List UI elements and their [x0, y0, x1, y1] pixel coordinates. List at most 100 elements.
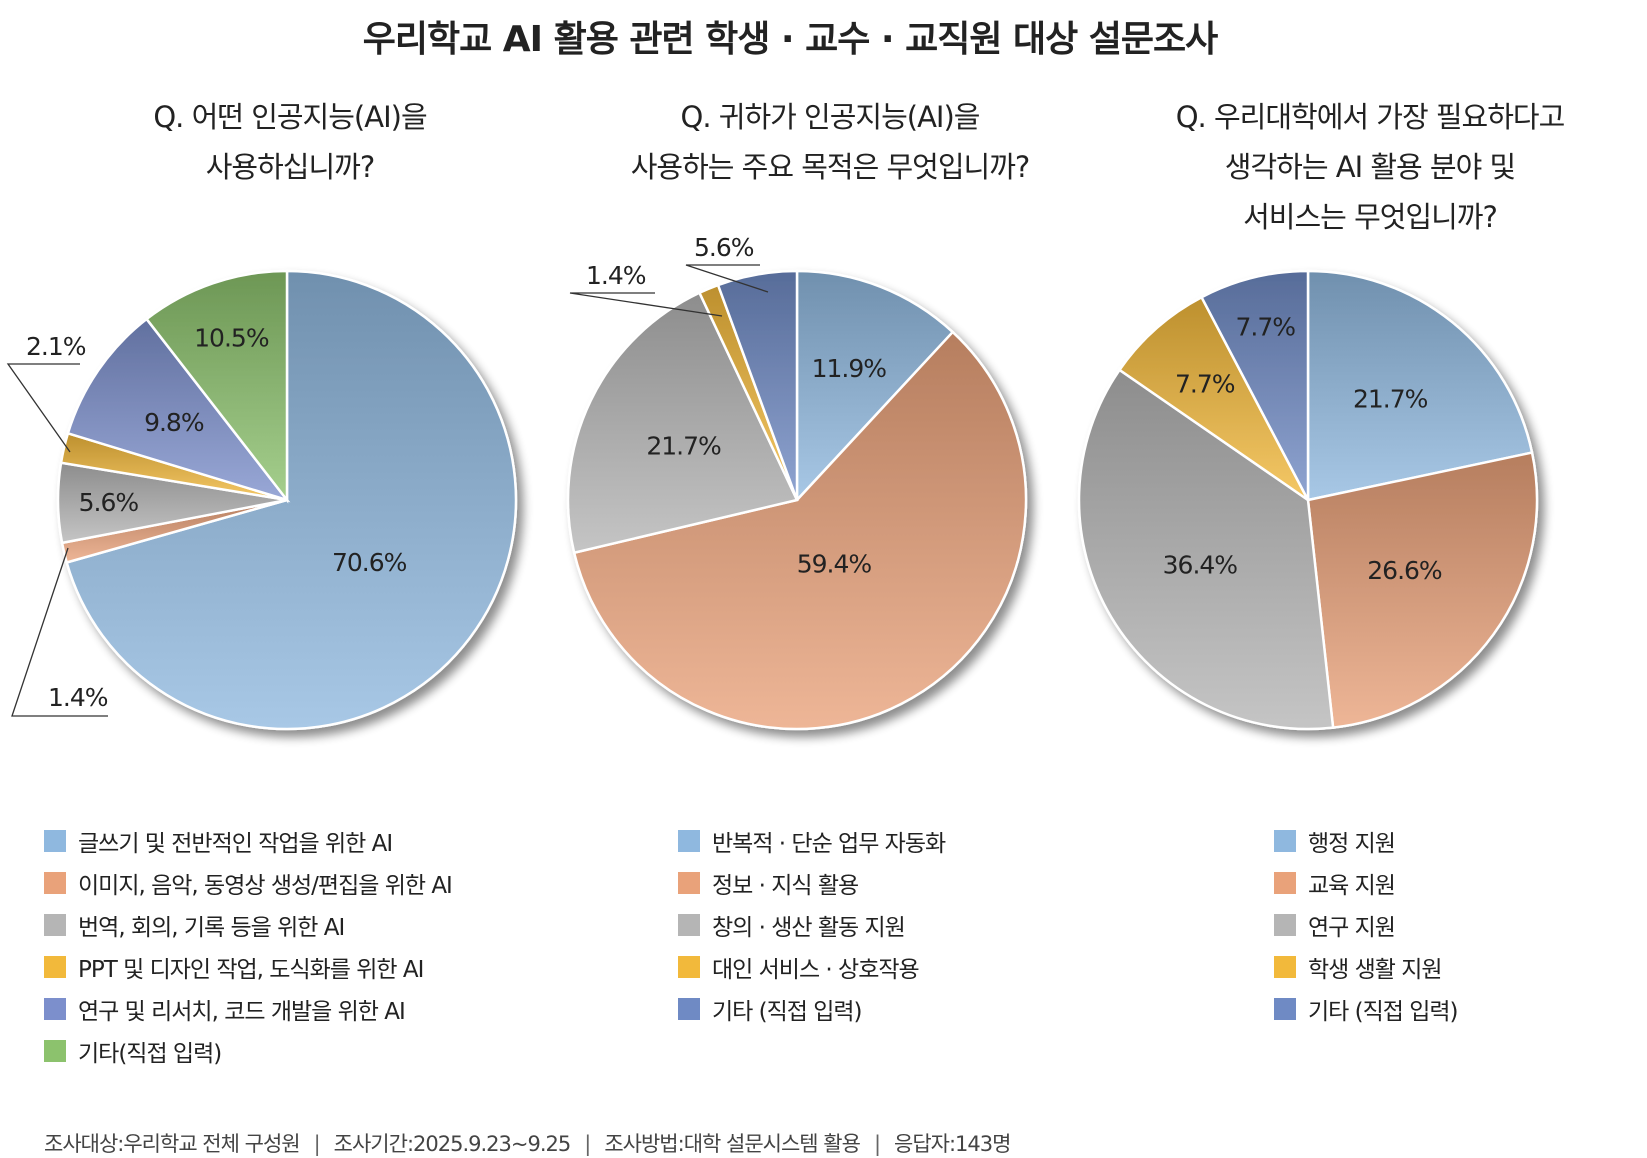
- chart3-question-line: 생각하는 AI 활용 분야 및: [1224, 150, 1516, 184]
- legend-label: 번역, 회의, 기록 등을 위한 AI: [78, 915, 345, 941]
- slice-label: 59.4%: [797, 549, 872, 578]
- slice-label: 9.8%: [144, 408, 204, 437]
- legend-label: 창의 · 생산 활동 지원: [712, 915, 906, 941]
- legend-swatch: [44, 872, 66, 894]
- pie-slice: [1306, 451, 1539, 730]
- legend-item: 번역, 회의, 기록 등을 위한 AI: [44, 904, 452, 946]
- legend-label: 글쓰기 및 전반적인 작업을 위한 AI: [78, 831, 393, 857]
- chart1-legend: 글쓰기 및 전반적인 작업을 위한 AI 이미지, 음악, 동영상 생성/편집을 …: [44, 820, 453, 1072]
- legend-swatch: [678, 914, 700, 936]
- slice-label: 21.7%: [1353, 385, 1428, 414]
- legend-item: 연구 지원: [1274, 904, 1458, 946]
- legend-item: 기타(직접 입력): [44, 1030, 452, 1072]
- legend-item: 기타 (직접 입력): [1274, 988, 1459, 1030]
- slice-label: 21.7%: [646, 431, 721, 460]
- pie-slice: [144, 269, 289, 504]
- legend-item: 행정 지원: [1274, 820, 1458, 862]
- legend-swatch: [44, 998, 66, 1020]
- chart1-question-line: 사용하십니까?: [205, 150, 375, 184]
- chart2-question-line: 사용하는 주요 목적은 무엇입니까?: [630, 150, 1031, 184]
- footer-separator: |: [873, 1132, 881, 1156]
- chart1-question: Q. 어떤 인공지능(AI)을 사용하십니까?: [40, 92, 540, 192]
- pie-charts: 70.6% 1.4% 5.6% 2.1% 9.8% 10.5% 11.9% 59.4% 21.7…: [6, 233, 1539, 731]
- chart2-question: Q. 귀하가 인공지능(AI)을 사용하는 주요 목적은 무엇입니까?: [570, 92, 1090, 192]
- legend-swatch: [678, 830, 700, 852]
- legend-label: 기타 (직접 입력): [712, 999, 863, 1025]
- legend-swatch: [678, 998, 700, 1020]
- legend-label: 대인 서비스 · 상호작용: [712, 957, 920, 983]
- legend-item: 학생 생활 지원: [1274, 946, 1458, 988]
- footer-separator: |: [313, 1132, 321, 1156]
- pie-slice: [1077, 368, 1335, 731]
- legend-item: 창의 · 생산 활동 지원: [678, 904, 945, 946]
- legend-swatch: [1274, 872, 1296, 894]
- legend-item: PPT 및 디자인 작업, 도식화를 위한 AI: [44, 946, 452, 988]
- pie-3: [1077, 269, 1539, 731]
- slice-label: 1.4%: [48, 683, 108, 712]
- slice-label: 5.6%: [79, 488, 139, 517]
- legend-swatch: [44, 914, 66, 936]
- chart3-question-line: 서비스는 무엇입니까?: [1243, 200, 1498, 234]
- legend-label: 연구 및 리서치, 코드 개발을 위한 AI: [78, 999, 406, 1025]
- pie-slice: [65, 269, 518, 731]
- legend-item: 기타 (직접 입력): [678, 988, 945, 1030]
- chart3-question: Q. 우리대학에서 가장 필요하다고 생각하는 AI 활용 분야 및 서비스는 …: [1120, 92, 1620, 242]
- legend-swatch: [44, 1040, 66, 1062]
- legend-swatch: [1274, 998, 1296, 1020]
- pie-slice: [1117, 295, 1310, 502]
- pie-slice: [795, 269, 955, 504]
- slice-label: 7.7%: [1175, 369, 1235, 398]
- legend-item: 이미지, 음악, 동영상 생성/편집을 위한 AI: [44, 862, 453, 904]
- slice-label: 26.6%: [1367, 556, 1442, 585]
- legend-swatch: [1274, 914, 1296, 936]
- chart3-question-line: Q. 우리대학에서 가장 필요하다고: [1175, 100, 1566, 134]
- footer-period: 조사기간:2025.9.23~9.25: [333, 1132, 572, 1156]
- footer-separator: |: [584, 1132, 591, 1156]
- legend-swatch: [678, 956, 700, 978]
- leader-line: [685, 264, 769, 293]
- legend-swatch: [44, 830, 66, 852]
- legend-label: 기타(직접 입력): [78, 1041, 222, 1067]
- legend-item: 글쓰기 및 전반적인 작업을 위한 AI: [44, 820, 452, 862]
- legend-item: 대인 서비스 · 상호작용: [678, 946, 945, 988]
- legend-item: 교육 지원: [1274, 862, 1458, 904]
- legend-swatch: [678, 872, 700, 894]
- slice-label: 36.4%: [1163, 551, 1238, 580]
- pie-slice: [566, 291, 799, 555]
- slice-label: 70.6%: [332, 548, 407, 577]
- page-title: 우리학교 AI 활용 관련 학생 · 교수 · 교직원 대상 설문조사: [362, 19, 1218, 60]
- footer-method: 조사방법:대학 설문시스템 활용: [604, 1132, 861, 1156]
- slice-label: 2.1%: [26, 332, 86, 361]
- chart1-question-line: Q. 어떤 인공지능(AI)을: [153, 100, 427, 134]
- survey-footer: 조사대상:우리학교 전체 구성원 | 조사기간:2025.9.23~9.25 | 조사방…: [44, 1128, 1011, 1158]
- legend-label: 교육 지원: [1308, 873, 1396, 899]
- slice-label: 10.5%: [194, 324, 269, 353]
- leader-line: [6, 363, 80, 453]
- legend-swatch: [44, 956, 66, 978]
- slice-label: 1.4%: [586, 261, 646, 290]
- legend-label: 기타 (직접 입력): [1308, 999, 1459, 1025]
- leader-line: [11, 547, 108, 717]
- pie-slice: [716, 269, 799, 501]
- pie-2: [566, 269, 1028, 731]
- legend-item: 정보 · 지식 활용: [678, 862, 945, 904]
- legend-item: 반복적 · 단순 업무 자동화: [678, 820, 946, 862]
- footer-subjects: 조사대상:우리학교 전체 구성원: [44, 1132, 301, 1156]
- pie-slice: [1199, 269, 1310, 501]
- pie-slice: [66, 317, 291, 503]
- chart2-question-line: Q. 귀하가 인공지능(AI)을: [680, 100, 981, 134]
- legend-label: 정보 · 지식 활용: [712, 873, 859, 899]
- legend-swatch: [1274, 830, 1296, 852]
- leader-line: [569, 292, 723, 317]
- slice-label: 5.6%: [694, 233, 754, 262]
- legend-item: 연구 및 리서치, 코드 개발을 위한 AI: [44, 988, 452, 1030]
- pie-slice: [1306, 269, 1534, 502]
- legend-label: 행정 지원: [1308, 831, 1396, 857]
- legend-label: 연구 지원: [1308, 915, 1396, 941]
- footer-respondents: 응답자:143명: [894, 1132, 1011, 1156]
- legend-label: 반복적 · 단순 업무 자동화: [712, 831, 946, 857]
- legend-label: 이미지, 음악, 동영상 생성/편집을 위한 AI: [78, 873, 453, 899]
- legend-label: PPT 및 디자인 작업, 도식화를 위한 AI: [78, 957, 424, 983]
